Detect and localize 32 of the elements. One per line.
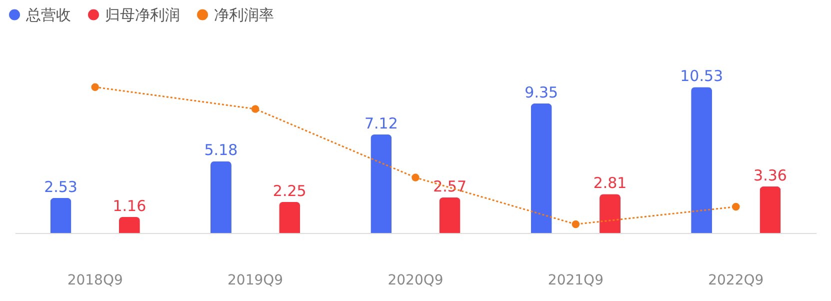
x-tick-label: 2022Q9 xyxy=(708,272,764,288)
data-label: 3.36 xyxy=(754,166,787,184)
x-tick-label: 2018Q9 xyxy=(67,272,123,288)
bar xyxy=(370,134,392,233)
legend-label: 净利润率 xyxy=(214,6,274,24)
legend-label: 归母净利润 xyxy=(105,6,180,24)
data-label: 2.25 xyxy=(272,182,306,200)
bar xyxy=(600,194,621,233)
x-tick-label: 2019Q9 xyxy=(228,272,284,288)
data-label: 9.35 xyxy=(524,83,558,102)
x-tick-label: 2021Q9 xyxy=(548,272,604,288)
point xyxy=(572,220,580,228)
data-label: 2.81 xyxy=(593,174,627,192)
bar xyxy=(50,198,72,233)
point xyxy=(91,83,99,91)
data-label: 2.53 xyxy=(44,178,78,196)
bar xyxy=(210,161,232,233)
data-label: 7.12 xyxy=(364,114,398,132)
point xyxy=(412,174,420,182)
bar xyxy=(760,186,781,233)
data-label: 5.18 xyxy=(204,141,238,160)
bar xyxy=(118,216,140,233)
point xyxy=(732,202,740,211)
data-label: 1.16 xyxy=(112,196,146,215)
legend-label: 总营收 xyxy=(25,6,71,24)
bar xyxy=(691,87,712,233)
bar xyxy=(439,197,460,233)
bar xyxy=(530,103,552,233)
data-label: 10.53 xyxy=(680,67,724,86)
x-tick-label: 2020Q9 xyxy=(388,272,444,288)
bar xyxy=(279,202,300,233)
point xyxy=(251,105,260,113)
